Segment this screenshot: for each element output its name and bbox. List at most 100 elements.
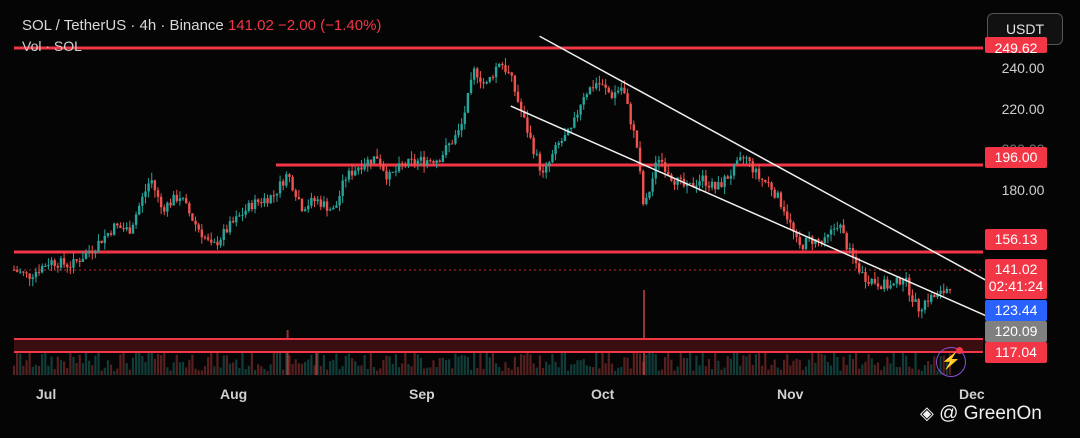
candle-body — [197, 224, 200, 230]
volume-bar — [435, 367, 438, 375]
candle-body — [764, 179, 767, 182]
volume-bar — [651, 350, 654, 375]
candle-body — [504, 65, 507, 73]
volume-bar — [156, 353, 160, 375]
candle-body — [256, 199, 260, 203]
candle-body — [498, 63, 501, 67]
candle-body — [908, 277, 911, 296]
candle-body — [163, 207, 166, 212]
candle-body — [826, 234, 830, 238]
candle-body — [385, 170, 388, 180]
volume-bar — [404, 350, 407, 375]
volume-bar — [194, 368, 197, 375]
volume-bar — [357, 365, 360, 375]
volume-bar — [736, 352, 739, 375]
candle-body — [557, 142, 560, 146]
candle-body — [266, 198, 269, 204]
candle-body — [948, 289, 952, 291]
candle-body — [210, 239, 213, 243]
volume-bar — [717, 360, 720, 375]
candle-body — [604, 84, 607, 88]
volume-bar — [22, 365, 25, 375]
lightning-icon[interactable]: ⚡ — [936, 347, 966, 377]
volume-bar — [848, 354, 851, 375]
candle-body — [732, 164, 736, 176]
volume-bar — [523, 354, 526, 375]
volume-bar — [94, 355, 97, 375]
volume-bar — [714, 353, 717, 375]
candle-body — [519, 101, 523, 112]
candle-body — [19, 271, 22, 273]
candle-body — [610, 92, 614, 98]
volume-bar — [382, 360, 385, 375]
candle-body — [144, 191, 147, 197]
volume-bar — [206, 357, 210, 375]
candle-body — [789, 219, 792, 223]
candle-body — [206, 237, 210, 240]
candle-body — [914, 299, 917, 302]
volume-band — [14, 338, 983, 352]
candle-body — [501, 63, 504, 66]
candle-body — [544, 165, 548, 173]
candle-body — [904, 277, 908, 280]
candle-body — [754, 168, 758, 173]
candle-body — [332, 207, 335, 210]
candle-body — [397, 163, 401, 172]
volume-bar — [926, 361, 930, 375]
volume-bar — [125, 363, 128, 375]
volume-bar — [920, 370, 923, 375]
candle-body — [704, 175, 708, 186]
volume-bar — [501, 370, 504, 375]
volume-bar — [898, 367, 902, 375]
symbol-header[interactable]: SOL / TetherUS · 4h · Binance 141.02 −2.… — [22, 17, 381, 34]
volume-bar — [454, 353, 457, 375]
candle-body — [375, 156, 379, 159]
candle-body — [159, 196, 163, 208]
volume-bar — [166, 367, 169, 375]
volume-bar — [219, 367, 222, 375]
candle-body — [842, 224, 845, 234]
candle-body — [194, 220, 197, 225]
volume-bar — [548, 364, 551, 375]
candle-body — [25, 272, 28, 274]
candle-body — [37, 271, 41, 273]
volume-bar — [350, 358, 354, 375]
candle-body — [357, 167, 360, 171]
volume-bar — [588, 366, 592, 375]
volume-bar — [144, 361, 147, 375]
volume-bar — [858, 368, 861, 375]
candle-body — [651, 178, 654, 192]
volume-label[interactable]: Vol · SOL — [22, 38, 82, 54]
volume-bar — [113, 370, 116, 375]
volume-bar — [494, 363, 498, 375]
volume-bar — [263, 368, 266, 375]
volume-bar — [692, 370, 695, 375]
volume-bar — [122, 350, 125, 375]
volume-bar — [723, 367, 726, 375]
volume-bar — [679, 351, 682, 375]
volume-bar — [798, 359, 801, 375]
volume-bar — [200, 370, 203, 375]
candle-body — [181, 198, 185, 200]
candle-body — [350, 170, 354, 176]
candle-body — [926, 300, 930, 302]
volume-bar — [629, 368, 632, 375]
volume-bar — [739, 365, 742, 375]
volume-bar — [178, 362, 182, 375]
candle-body — [94, 250, 97, 253]
candle-body — [103, 235, 106, 243]
time-label: Jul — [36, 386, 57, 402]
volume-bar — [620, 366, 623, 375]
volume-bar — [360, 365, 363, 375]
volume-bar — [701, 349, 704, 375]
volume-bar — [748, 353, 751, 375]
candle-body — [570, 127, 573, 130]
candle-body — [247, 202, 250, 211]
candle-body — [494, 66, 498, 78]
volume-bar — [880, 370, 883, 375]
candle-body — [779, 192, 783, 208]
volume-bar — [228, 363, 232, 375]
candle-body — [288, 174, 291, 177]
volume-bar — [598, 368, 601, 375]
